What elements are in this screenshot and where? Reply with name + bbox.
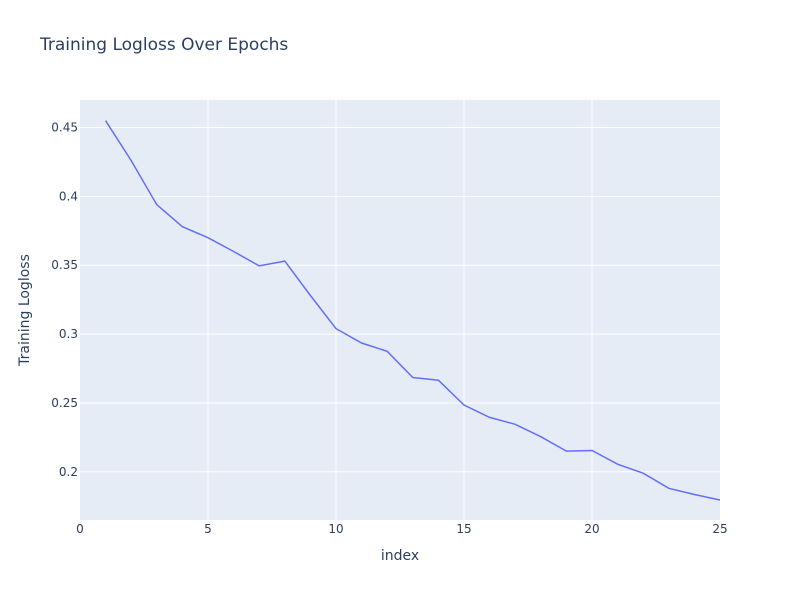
- y-tick-label: 0.35: [51, 258, 78, 272]
- x-tick-label: 25: [712, 522, 727, 536]
- y-axis-title: Training Logloss: [17, 254, 33, 367]
- x-axis-title: index: [381, 548, 419, 564]
- y-gridlines: [80, 127, 720, 473]
- x-tick-label: 15: [456, 522, 471, 536]
- x-tick-label: 10: [328, 522, 343, 536]
- x-tick-label: 20: [584, 522, 599, 536]
- x-tick-labels: 0 5 10 15 20 25: [76, 522, 727, 536]
- y-tick-label: 0.4: [59, 189, 78, 203]
- y-tick-label: 0.3: [59, 327, 78, 341]
- y-tick-label: 0.45: [51, 121, 78, 135]
- plot-background: [80, 100, 720, 520]
- chart-title: Training Logloss Over Epochs: [39, 35, 288, 55]
- y-tick-labels: 0.2 0.25 0.3 0.35 0.4 0.45: [51, 121, 78, 479]
- series-line: [104, 120, 721, 501]
- x-tick-label: 0: [76, 522, 84, 536]
- x-tick-label: 5: [204, 522, 212, 536]
- y-tick-label: 0.25: [51, 396, 78, 410]
- y-tick-label: 0.2: [59, 465, 78, 479]
